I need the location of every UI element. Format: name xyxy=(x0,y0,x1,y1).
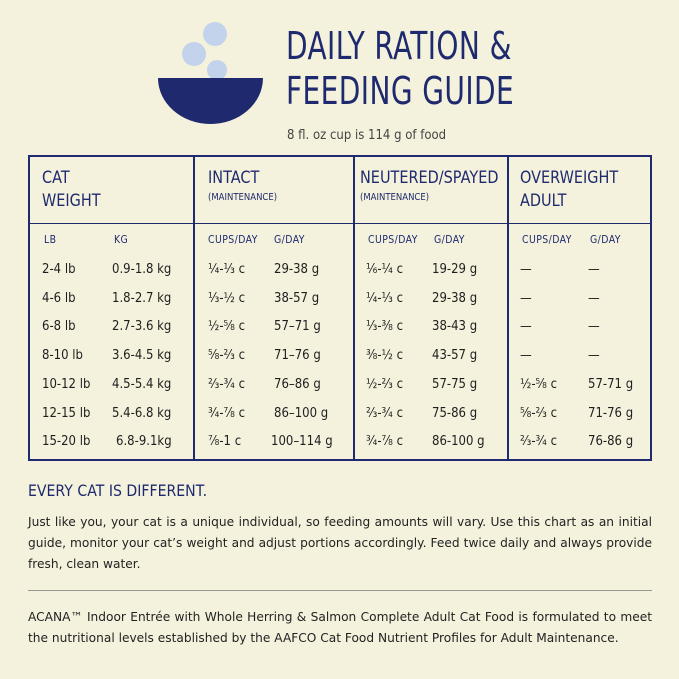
title-line-1: DAILY RATION & xyxy=(286,24,512,68)
table-cell: 19-29 g xyxy=(432,262,478,277)
table-cell: ½-⅔ c xyxy=(366,376,404,392)
table-cell: 15-20 lb xyxy=(42,434,91,450)
header-divider xyxy=(30,223,650,224)
table-cell: 2.7-3.6 kg xyxy=(112,319,172,335)
table-cell: ¼-⅓ c xyxy=(366,290,404,306)
table-cell: 38-57 g xyxy=(274,290,320,306)
table-cell: 57-75 g xyxy=(432,376,478,392)
table-cell: 1.8-2.7 kg xyxy=(112,290,172,306)
table-cell: ⅔-¾ c xyxy=(366,405,404,421)
table-cell: 6-8 lb xyxy=(42,319,76,335)
table-cell: — xyxy=(520,348,532,364)
table-cell: — xyxy=(520,290,532,306)
column-header: KG xyxy=(114,233,129,246)
column-divider xyxy=(507,157,509,459)
table-cell: — xyxy=(588,348,600,364)
section-heading: EVERY CAT IS DIFFERENT. xyxy=(28,481,208,500)
table-cell: ⅓-⅜ c xyxy=(366,319,404,335)
table-cell: 57–71 g xyxy=(274,319,321,335)
table-cell: 71–76 g xyxy=(274,348,321,364)
group-title: ADULT xyxy=(520,191,567,211)
table-cell: 4.5-5.4 kg xyxy=(112,376,172,392)
group-note: (MAINTENANCE) xyxy=(208,192,278,203)
column-divider xyxy=(353,157,355,459)
table-cell: ¾-⅞ c xyxy=(366,434,404,450)
bowl-with-kibble-icon xyxy=(158,22,263,125)
table-cell: 86–100 g xyxy=(274,405,329,421)
table-cell: — xyxy=(588,319,600,335)
table-cell: 29-38 g xyxy=(274,262,320,277)
table-cell: 4-6 lb xyxy=(42,290,76,306)
column-header: CUPS/DAY xyxy=(522,233,572,246)
column-divider xyxy=(193,157,195,459)
table-cell: 75-86 g xyxy=(432,405,478,421)
table-cell: ⅜-½ c xyxy=(366,348,404,364)
column-header: CUPS/DAY xyxy=(368,233,418,246)
table-cell: ⅔-¾ c xyxy=(520,434,558,450)
table-cell: 29-38 g xyxy=(432,290,478,306)
group-note: (MAINTENANCE) xyxy=(360,192,430,203)
group-title: NEUTERED/SPAYED xyxy=(360,168,499,188)
table-cell: ¾-⅞ c xyxy=(208,405,246,421)
table-cell: — xyxy=(588,290,600,306)
table-cell: 57-71 g xyxy=(588,376,634,392)
table-cell: — xyxy=(588,262,600,277)
table-cell: 76–86 g xyxy=(274,376,321,392)
table-cell: 2-4 lb xyxy=(42,262,76,277)
table-cell: ⅙-¼ c xyxy=(366,262,404,277)
table-cell: 86-100 g xyxy=(432,434,485,450)
group-title: CAT xyxy=(42,168,70,188)
table-cell: 5.4-6.8 kg xyxy=(112,405,172,421)
table-cell: 3.6-4.5 kg xyxy=(112,348,172,364)
column-header: CUPS/DAY xyxy=(208,233,258,246)
table-cell: ½-⅝ c xyxy=(520,376,558,392)
table-cell: ⅝-⅔ c xyxy=(520,405,558,421)
divider xyxy=(28,590,652,591)
table-cell: 76-86 g xyxy=(588,434,634,450)
table-cell: — xyxy=(520,262,532,277)
table-cell: 12-15 lb xyxy=(42,405,91,421)
table-cell: — xyxy=(520,319,532,335)
table-cell: 43-57 g xyxy=(432,348,478,364)
page-title: DAILY RATION & FEEDING GUIDE xyxy=(286,24,514,114)
footer-text: ACANA™ Indoor Entrée with Whole Herring … xyxy=(28,610,652,645)
group-title: OVERWEIGHT xyxy=(520,168,619,188)
table-cell: ⅔-¾ c xyxy=(208,376,246,392)
column-header: G/DAY xyxy=(434,233,465,246)
table-cell: ¼-⅓ c xyxy=(208,262,246,277)
table-cell: ½-⅝ c xyxy=(208,319,246,335)
column-header: LB xyxy=(44,233,57,246)
column-header: G/DAY xyxy=(274,233,305,246)
section-body: Just like you, your cat is a unique indi… xyxy=(28,515,652,571)
subtitle: 8 fl. oz cup is 114 g of food xyxy=(287,128,447,143)
group-title: WEIGHT xyxy=(42,191,101,211)
table-cell: 100–114 g xyxy=(271,434,333,450)
table-cell: 38-43 g xyxy=(432,319,478,335)
table-cell: ⅓-½ c xyxy=(208,290,246,306)
title-line-2: FEEDING GUIDE xyxy=(286,69,515,113)
group-title: INTACT xyxy=(208,168,260,188)
column-header: G/DAY xyxy=(590,233,621,246)
table-cell: 6.8-9.1kg xyxy=(116,434,172,450)
table-cell: 71-76 g xyxy=(588,405,634,421)
table-cell: 8-10 lb xyxy=(42,348,83,364)
feeding-table: CAT WEIGHT INTACT (MAINTENANCE) NEUTERED/SPA… xyxy=(28,155,652,461)
table-cell: 0.9-1.8 kg xyxy=(112,262,172,277)
table-cell: ⅞-1 c xyxy=(208,434,242,450)
table-cell: ⅝-⅔ c xyxy=(208,348,246,364)
table-cell: 10-12 lb xyxy=(42,376,91,392)
